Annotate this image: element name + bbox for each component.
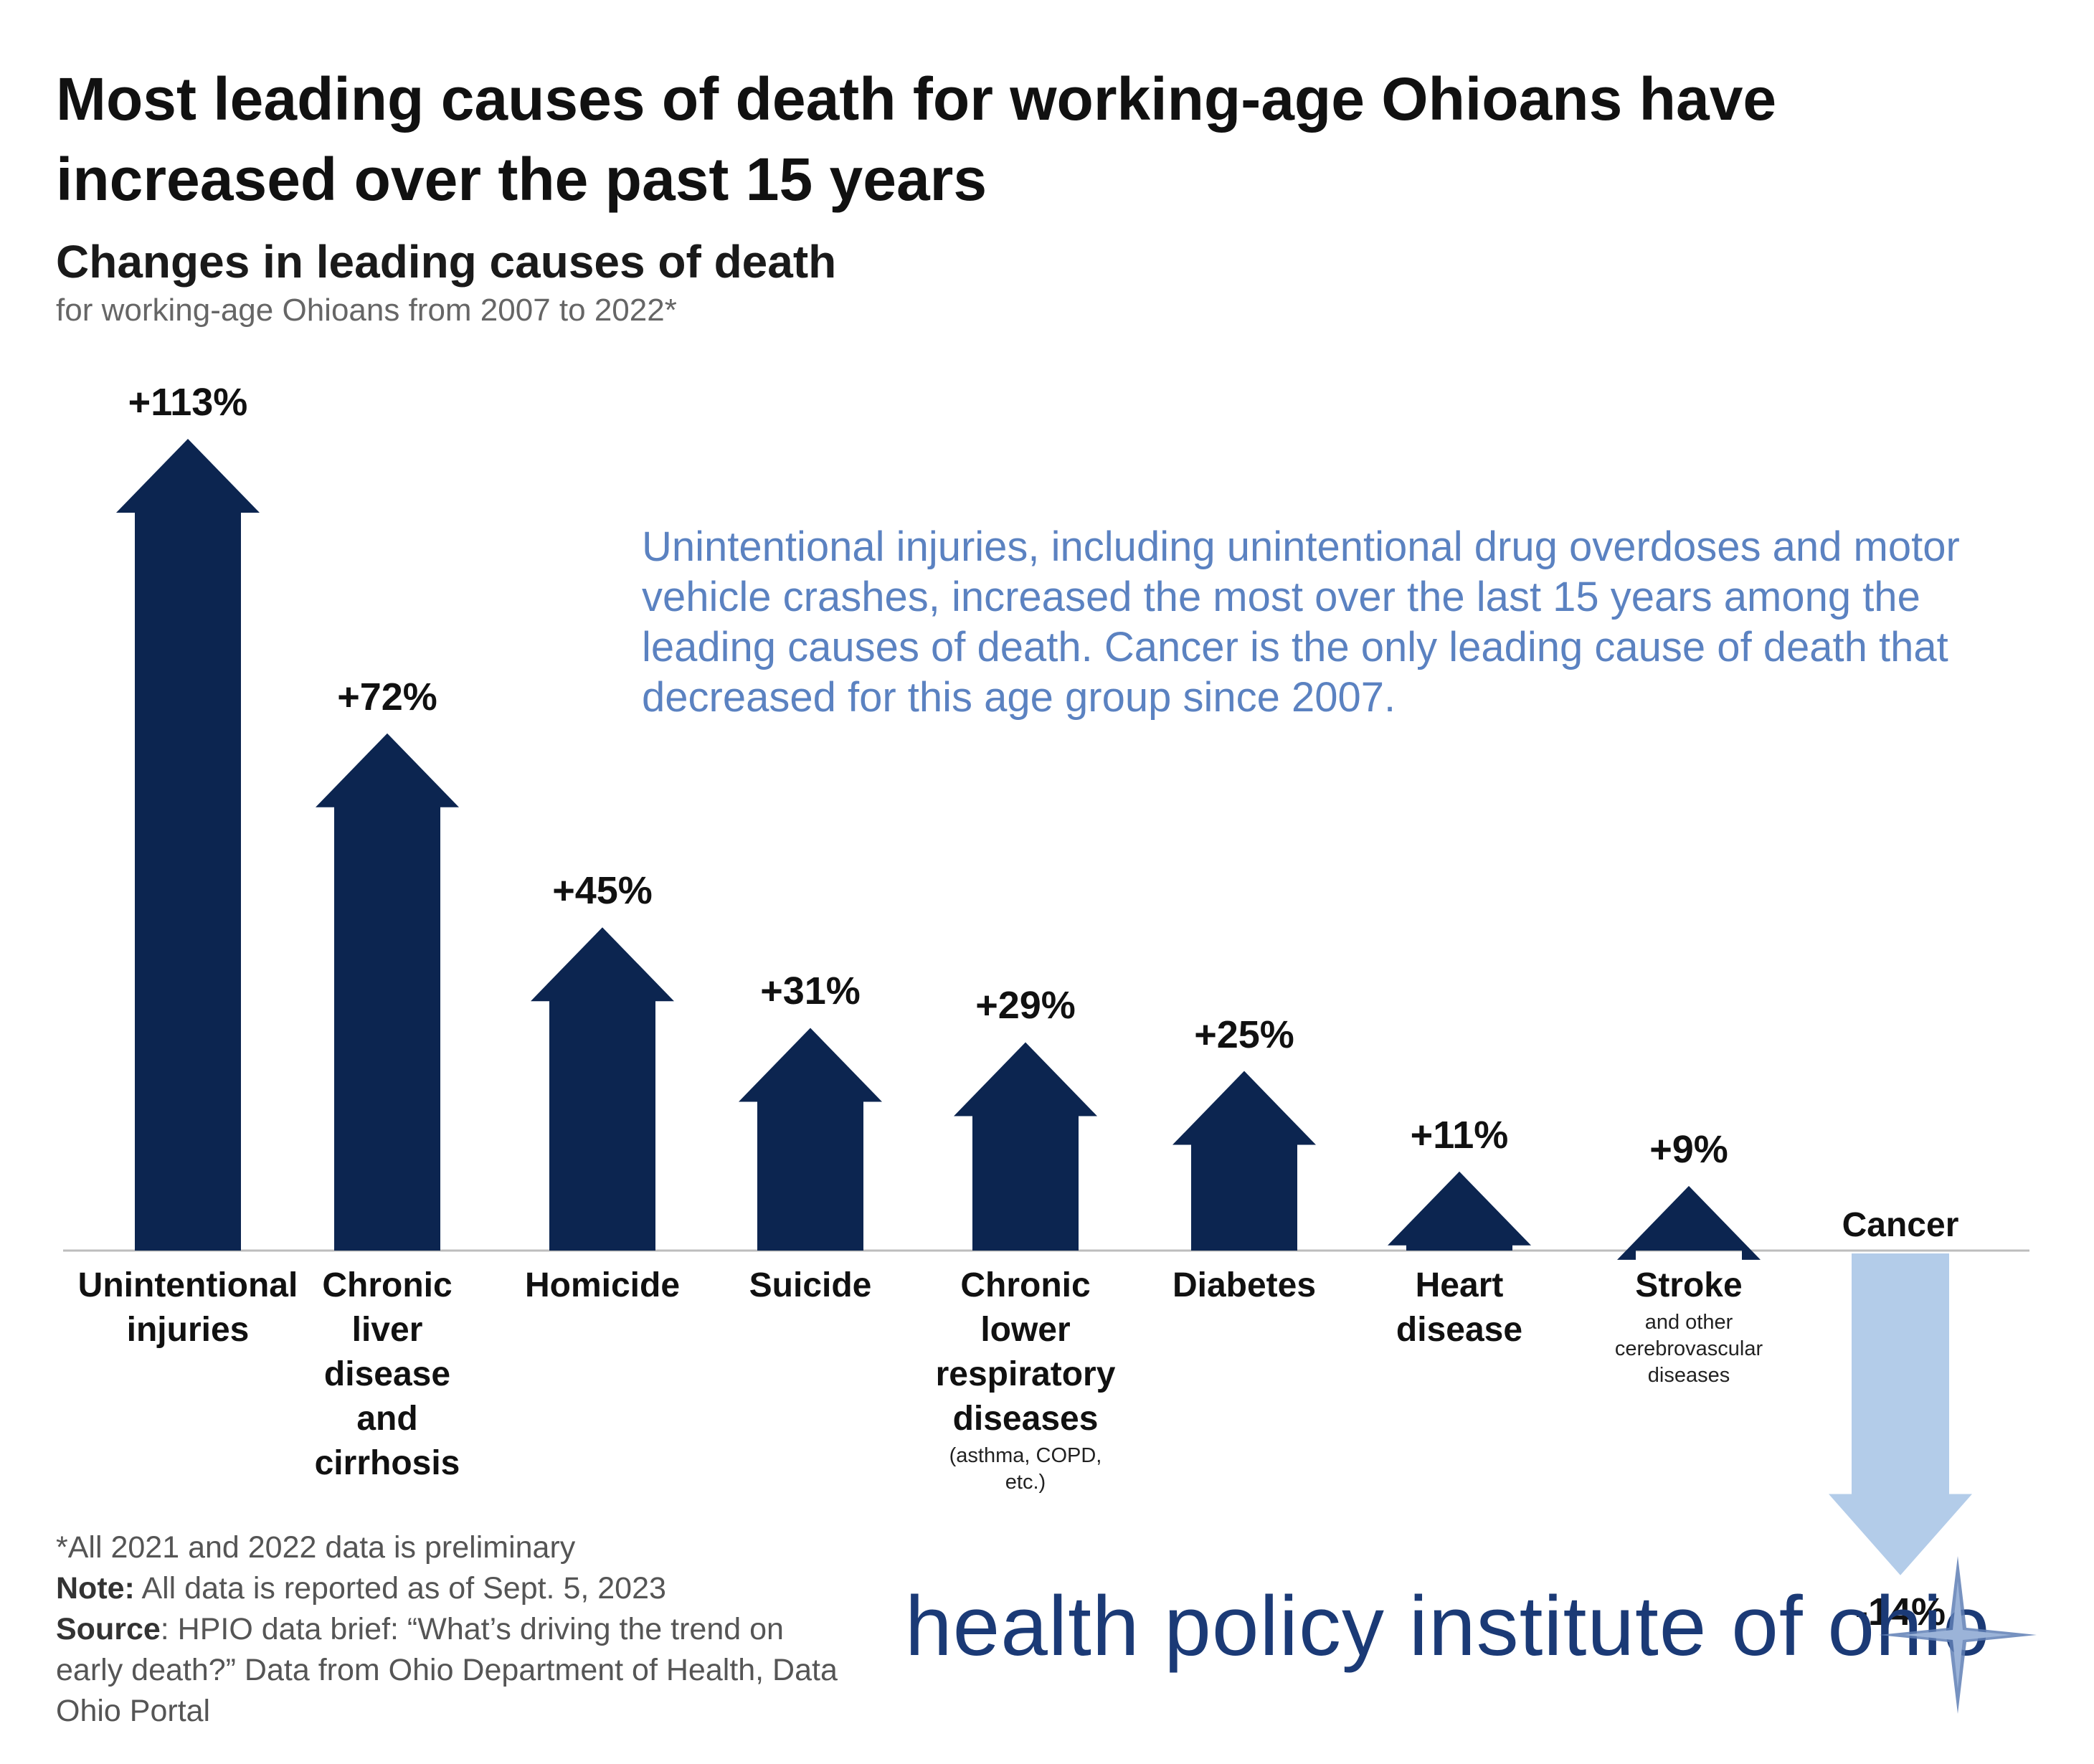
category-label-8: Cancer: [1778, 1203, 2022, 1248]
category-label-line: Heart: [1415, 1266, 1504, 1304]
category-label-4: Chronic lower respiratory diseases: [904, 1263, 1147, 1441]
value-label-5: +25%: [1194, 1013, 1294, 1056]
chart-caption: for working-age Ohioans from 2007 to 202…: [56, 293, 677, 328]
category-label-line: disease: [1396, 1311, 1523, 1349]
category-label-line: Chronic: [960, 1266, 1091, 1304]
bar-arrow-2: [531, 927, 674, 1251]
chart-callout: Unintentional injuries, including uninte…: [642, 523, 1960, 721]
category-label-line: and: [356, 1400, 418, 1438]
value-label-7: +9%: [1649, 1127, 1728, 1171]
category-label-2: Homicide: [480, 1263, 724, 1308]
value-label-8: -14%: [1854, 1590, 1946, 1633]
category-label-line: injuries: [126, 1311, 250, 1349]
bar-arrow-5: [1172, 1071, 1316, 1251]
category-label-line: diseases: [952, 1400, 1099, 1438]
chart-title: Most leading causes of death for working…: [56, 65, 1777, 213]
value-label-6: +11%: [1410, 1113, 1509, 1157]
note-line: cerebrovascular: [1614, 1337, 1763, 1360]
category-label-7: Stroke: [1567, 1263, 1811, 1308]
value-label-2: +45%: [552, 869, 653, 913]
footnote-note: Note: All data is reported as of Sept. 5…: [56, 1568, 859, 1609]
category-label-line: lower: [980, 1311, 1071, 1349]
note-line: and other: [1644, 1311, 1733, 1334]
category-label-3: Suicide: [688, 1263, 932, 1308]
category-label-line: liver: [351, 1311, 423, 1349]
category-label-line: respiratory: [935, 1355, 1116, 1393]
category-label-line: cirrhosis: [314, 1444, 460, 1482]
category-label-6: Heart disease: [1337, 1263, 1581, 1352]
source-label: Source: [56, 1612, 161, 1646]
category-label-line: Cancer: [1842, 1206, 1959, 1244]
category-note-respiratory: (asthma, COPD, etc.): [904, 1443, 1147, 1496]
value-label-1: +72%: [337, 675, 437, 719]
note-label: Note:: [56, 1571, 135, 1606]
footnotes: *All 2021 and 2022 data is preliminary N…: [56, 1527, 859, 1732]
bar-arrow-7: [1617, 1185, 1761, 1260]
category-label-line: Unintentional: [77, 1266, 298, 1304]
bar-arrow-8: [1829, 1253, 1972, 1575]
footnote-preliminary: *All 2021 and 2022 data is preliminary: [56, 1530, 576, 1565]
bar-arrow-0: [116, 439, 260, 1251]
value-label-3: +31%: [760, 969, 861, 1013]
category-label-line: Suicide: [749, 1266, 872, 1304]
category-label-0: Unintentional injuries: [66, 1263, 310, 1352]
star-icon: [1879, 1556, 2037, 1714]
category-label-line: disease: [323, 1355, 451, 1393]
category-label-line: Diabetes: [1172, 1266, 1317, 1304]
category-label-1: Chronic liver disease and cirrhosis: [265, 1263, 509, 1486]
note-line: (asthma, COPD,: [949, 1444, 1102, 1467]
note-text: All data is reported as of Sept. 5, 2023: [134, 1571, 666, 1606]
bar-arrow-6: [1388, 1171, 1531, 1251]
brand-logo-text: health policy institute of ohio: [905, 1579, 1991, 1674]
category-label-line: Chronic: [322, 1266, 453, 1304]
source-text: : HPIO data brief: “What’s driving the t…: [56, 1612, 838, 1728]
footnote-source: Source: HPIO data brief: “What’s driving…: [56, 1609, 859, 1732]
note-line: diseases: [1647, 1364, 1730, 1387]
value-label-4: +29%: [975, 984, 1076, 1028]
category-label-line: Stroke: [1635, 1266, 1743, 1304]
category-label-5: Diabetes: [1122, 1263, 1366, 1308]
bar-arrow-1: [316, 733, 459, 1251]
note-line: etc.): [1005, 1471, 1046, 1494]
value-label-0: +113%: [128, 381, 248, 424]
bar-arrow-4: [954, 1042, 1097, 1251]
category-note-stroke: and other cerebrovascular diseases: [1567, 1309, 1811, 1389]
chart-subtitle: Changes in leading causes of death: [56, 236, 837, 288]
bar-arrow-3: [739, 1028, 882, 1251]
category-label-line: Homicide: [524, 1266, 681, 1304]
